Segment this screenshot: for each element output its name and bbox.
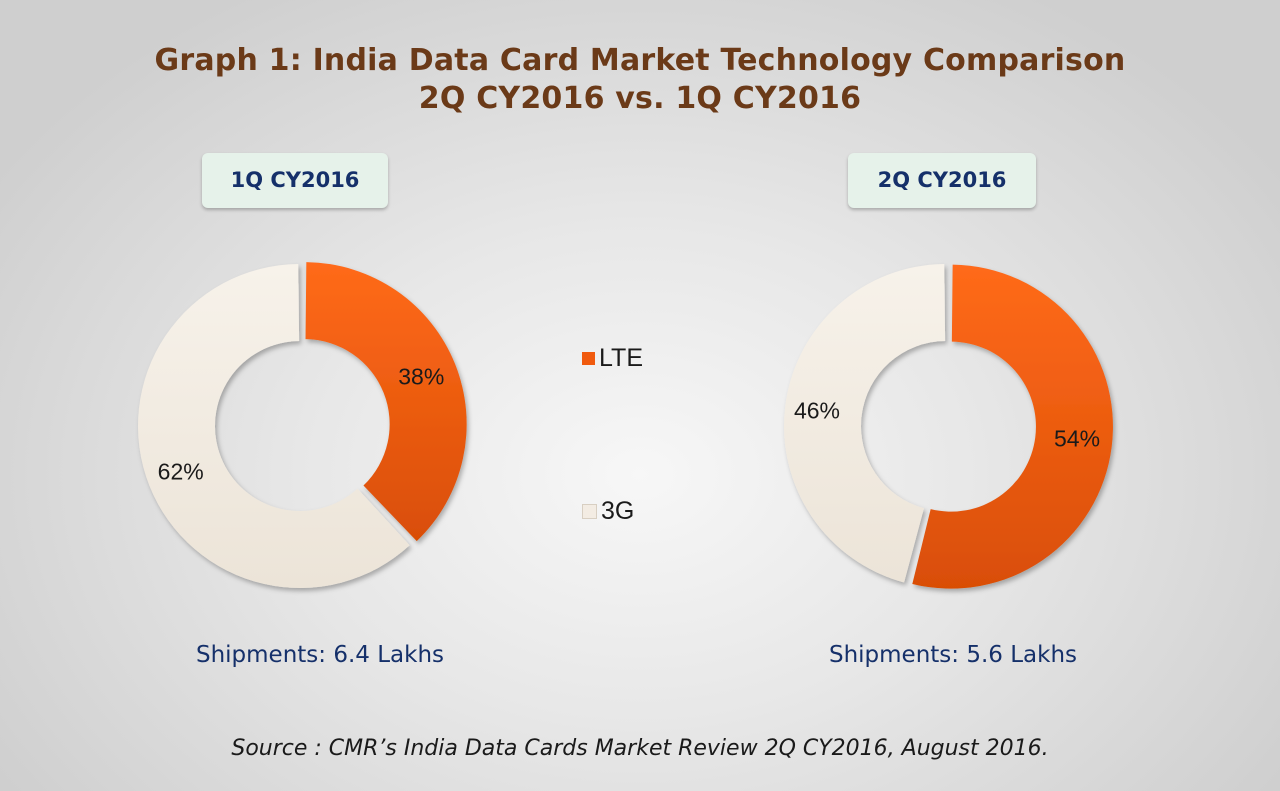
chart-title: Graph 1: India Data Card Market Technolo… — [0, 42, 1280, 118]
legend-swatch-3g — [582, 504, 597, 519]
slice-3g-2 — [783, 264, 946, 583]
source-note: Source : CMR’s India Data Cards Market R… — [231, 736, 1049, 761]
shipments-1q: Shipments: 6.4 Lakhs — [195, 642, 445, 668]
period-label-2q: 2Q CY2016 — [848, 153, 1036, 208]
slice-label-3g-2: 46% — [794, 397, 840, 423]
slice-lte-2 — [912, 264, 1113, 589]
donut-2q-cy2016: 54% 46% — [783, 264, 1113, 589]
donut-1q-cy2016: 38% 62% — [137, 262, 467, 589]
legend-label-lte: LTE — [599, 344, 643, 372]
shipments-2q: Shipments: 5.6 Lakhs — [828, 642, 1078, 668]
slice-label-lte-2: 54% — [1054, 426, 1100, 452]
legend-label-3g: 3G — [601, 497, 635, 525]
chart-title-line-2: 2Q CY2016 vs. 1Q CY2016 — [418, 81, 862, 116]
legend-item-3g: 3G — [582, 497, 634, 526]
legend-swatch-lte — [582, 352, 595, 365]
period-label-1q: 1Q CY2016 — [202, 153, 388, 208]
slice-label-lte-1: 38% — [398, 363, 444, 389]
slice-3g-1 — [137, 264, 410, 589]
slice-lte-1 — [305, 262, 467, 542]
slice-label-3g-1: 62% — [158, 459, 204, 485]
chart-title-line-1: Graph 1: India Data Card Market Technolo… — [154, 43, 1126, 78]
legend-item-lte: LTE — [582, 344, 643, 373]
